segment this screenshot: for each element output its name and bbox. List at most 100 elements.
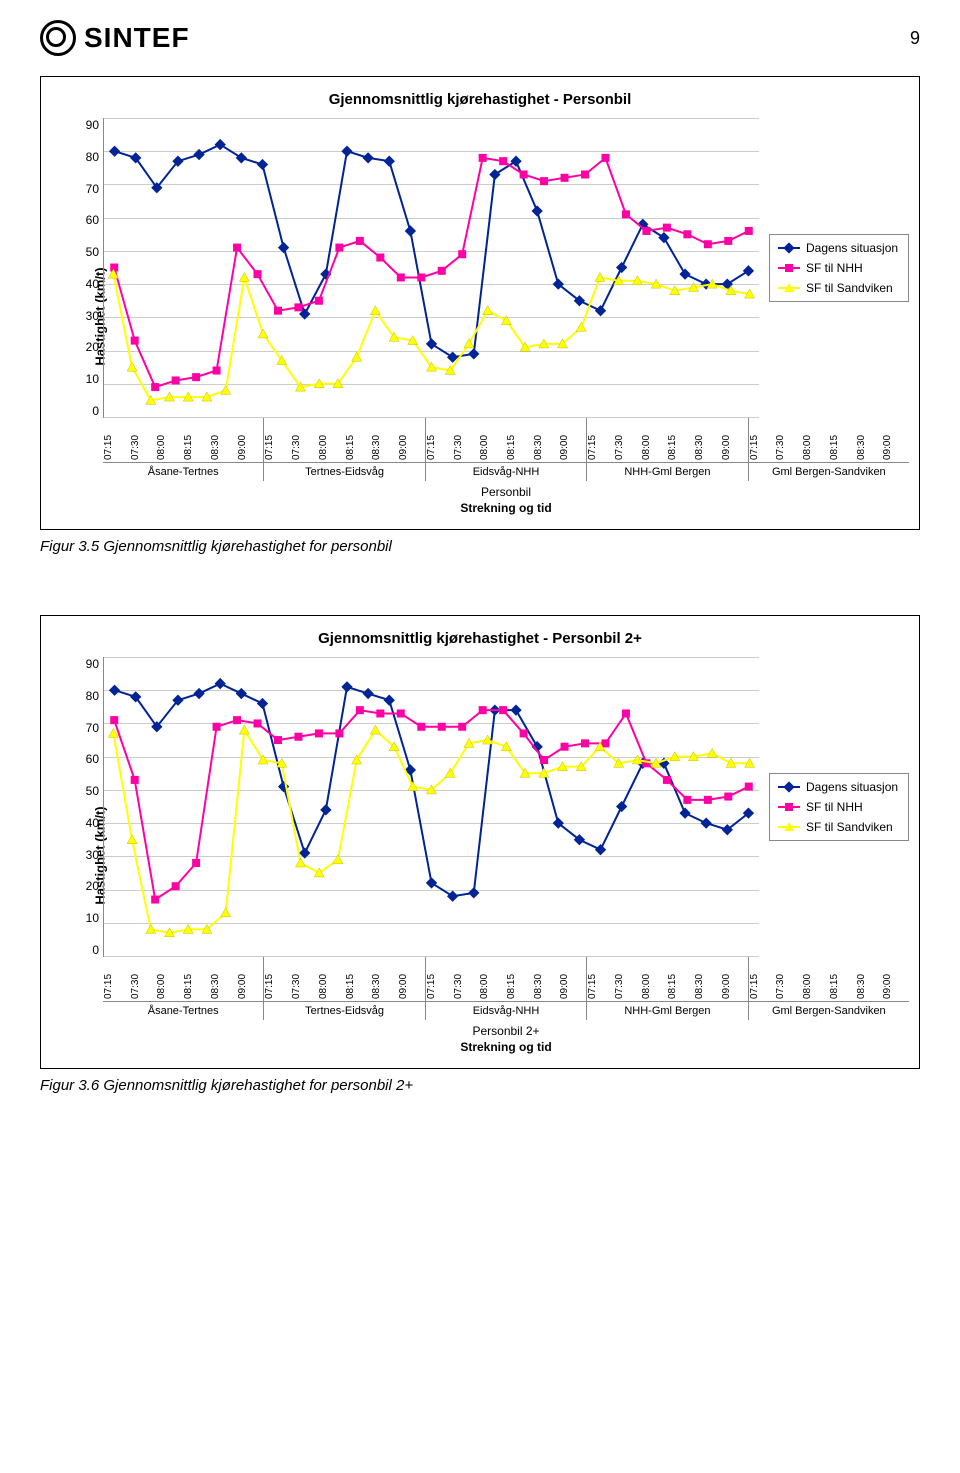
marker-square-icon xyxy=(622,210,630,218)
marker-triangle-icon xyxy=(501,316,511,325)
marker-square-icon xyxy=(479,706,487,714)
marker-diamond-icon xyxy=(701,817,712,828)
xtick: 08:00 xyxy=(156,418,183,462)
marker-square-icon xyxy=(520,729,528,737)
xtick: 08:15 xyxy=(829,418,856,462)
chart-1-xlab1: Personbil xyxy=(103,481,909,499)
ytick: 70 xyxy=(75,721,99,735)
chart-1-plot xyxy=(103,118,759,418)
xtick: 08:30 xyxy=(371,418,398,462)
ytick: 10 xyxy=(75,911,99,925)
marker-diamond-icon xyxy=(257,159,268,170)
xtick: 08:00 xyxy=(641,957,668,1001)
marker-square-icon xyxy=(356,706,364,714)
marker-triangle-icon xyxy=(221,385,231,394)
marker-square-icon xyxy=(172,376,180,384)
marker-square-icon xyxy=(683,796,691,804)
marker-triangle-icon xyxy=(127,362,137,371)
marker-triangle-icon xyxy=(333,855,343,864)
xgroup-label: Eidsvåg-NHH xyxy=(426,462,586,481)
marker-square-icon xyxy=(376,709,384,717)
xtick: 08:30 xyxy=(694,418,721,462)
series-svg xyxy=(104,657,759,956)
marker-square-icon xyxy=(622,709,630,717)
marker-square-icon xyxy=(642,227,650,235)
marker-diamond-icon xyxy=(426,338,437,349)
ytick: 0 xyxy=(75,404,99,418)
xgroup-label: Åsane-Tertnes xyxy=(103,462,263,481)
marker-diamond-icon xyxy=(468,887,479,898)
marker-triangle-icon xyxy=(258,329,268,338)
legend-label: Dagens situasjon xyxy=(806,241,898,255)
xtick: 08:00 xyxy=(318,418,345,462)
xtick: 08:15 xyxy=(506,957,533,1001)
marker-diamond-icon xyxy=(215,678,226,689)
series-line xyxy=(113,730,749,933)
legend-item: Dagens situasjon xyxy=(778,241,900,255)
marker-square-icon xyxy=(581,170,589,178)
xtick: 07:30 xyxy=(291,418,318,462)
marker-diamond-icon xyxy=(447,891,458,902)
xtick: 08:30 xyxy=(533,418,560,462)
marker-square-icon xyxy=(704,240,712,248)
marker-square-icon xyxy=(581,739,589,747)
marker-square-icon xyxy=(233,716,241,724)
xtick: 08:15 xyxy=(183,418,210,462)
marker-square-icon xyxy=(479,154,487,162)
xtick: 08:30 xyxy=(533,957,560,1001)
xtick: 08:00 xyxy=(479,418,506,462)
legend-label: SF til Sandviken xyxy=(806,820,893,834)
xgroup-label: Åsane-Tertnes xyxy=(103,1001,263,1020)
chart-2-xlab1: Personbil 2+ xyxy=(103,1020,909,1038)
marker-square-icon xyxy=(274,736,282,744)
marker-square-icon xyxy=(397,273,405,281)
chart-1: Gjennomsnittlig kjørehastighet - Personb… xyxy=(40,76,920,530)
xtick: 09:00 xyxy=(559,957,586,1001)
logo: SINTEF xyxy=(40,20,190,56)
legend-label: SF til NHH xyxy=(806,261,863,275)
marker-square-icon xyxy=(376,254,384,262)
marker-triangle-icon xyxy=(221,908,231,917)
xtick: 08:30 xyxy=(371,957,398,1001)
xtick: 08:00 xyxy=(802,957,829,1001)
marker-square-icon xyxy=(745,227,753,235)
xtick: 09:00 xyxy=(882,957,909,1001)
sintef-logo-icon xyxy=(40,20,76,56)
series-line xyxy=(114,710,749,899)
marker-square-icon xyxy=(417,723,425,731)
legend-item: SF til Sandviken xyxy=(778,820,900,834)
xtick: 09:00 xyxy=(237,957,264,1001)
marker-square-icon xyxy=(233,244,241,252)
xtick: 07:15 xyxy=(587,957,614,1001)
marker-diamond-icon xyxy=(362,152,373,163)
marker-diamond-icon xyxy=(109,146,120,157)
marker-triangle-icon xyxy=(408,782,418,791)
marker-triangle-icon xyxy=(296,858,306,867)
xtick: 09:00 xyxy=(559,418,586,462)
marker-triangle-icon xyxy=(352,755,362,764)
ytick: 50 xyxy=(75,784,99,798)
chart-2-title: Gjennomsnittlig kjørehastighet - Personb… xyxy=(51,630,909,647)
marker-square-icon xyxy=(561,174,569,182)
chart-2-plot xyxy=(103,657,759,957)
xtick: 08:00 xyxy=(156,957,183,1001)
xtick: 07:15 xyxy=(264,957,291,1001)
marker-triangle-icon xyxy=(370,306,380,315)
chart-1-title: Gjennomsnittlig kjørehastighet - Personb… xyxy=(51,91,909,108)
marker-diamond-icon xyxy=(468,348,479,359)
xtick: 07:15 xyxy=(426,418,453,462)
marker-triangle-icon xyxy=(239,272,249,281)
marker-diamond-icon xyxy=(405,225,416,236)
xtick: 08:15 xyxy=(667,957,694,1001)
marker-triangle-icon xyxy=(258,755,268,764)
marker-diamond-icon xyxy=(384,156,395,167)
xgroup: 07:1507:3008:0008:1508:3009:00Gml Bergen… xyxy=(749,957,909,1020)
xtick: 08:15 xyxy=(667,418,694,462)
caption-2: Figur 3.6 Gjennomsnittlig kjørehastighet… xyxy=(40,1077,920,1094)
series-line xyxy=(114,158,749,387)
marker-diamond-icon xyxy=(489,169,500,180)
marker-diamond-icon xyxy=(743,265,754,276)
xtick: 08:15 xyxy=(183,957,210,1001)
marker-square-icon xyxy=(213,723,221,731)
triangle-icon xyxy=(778,282,800,294)
